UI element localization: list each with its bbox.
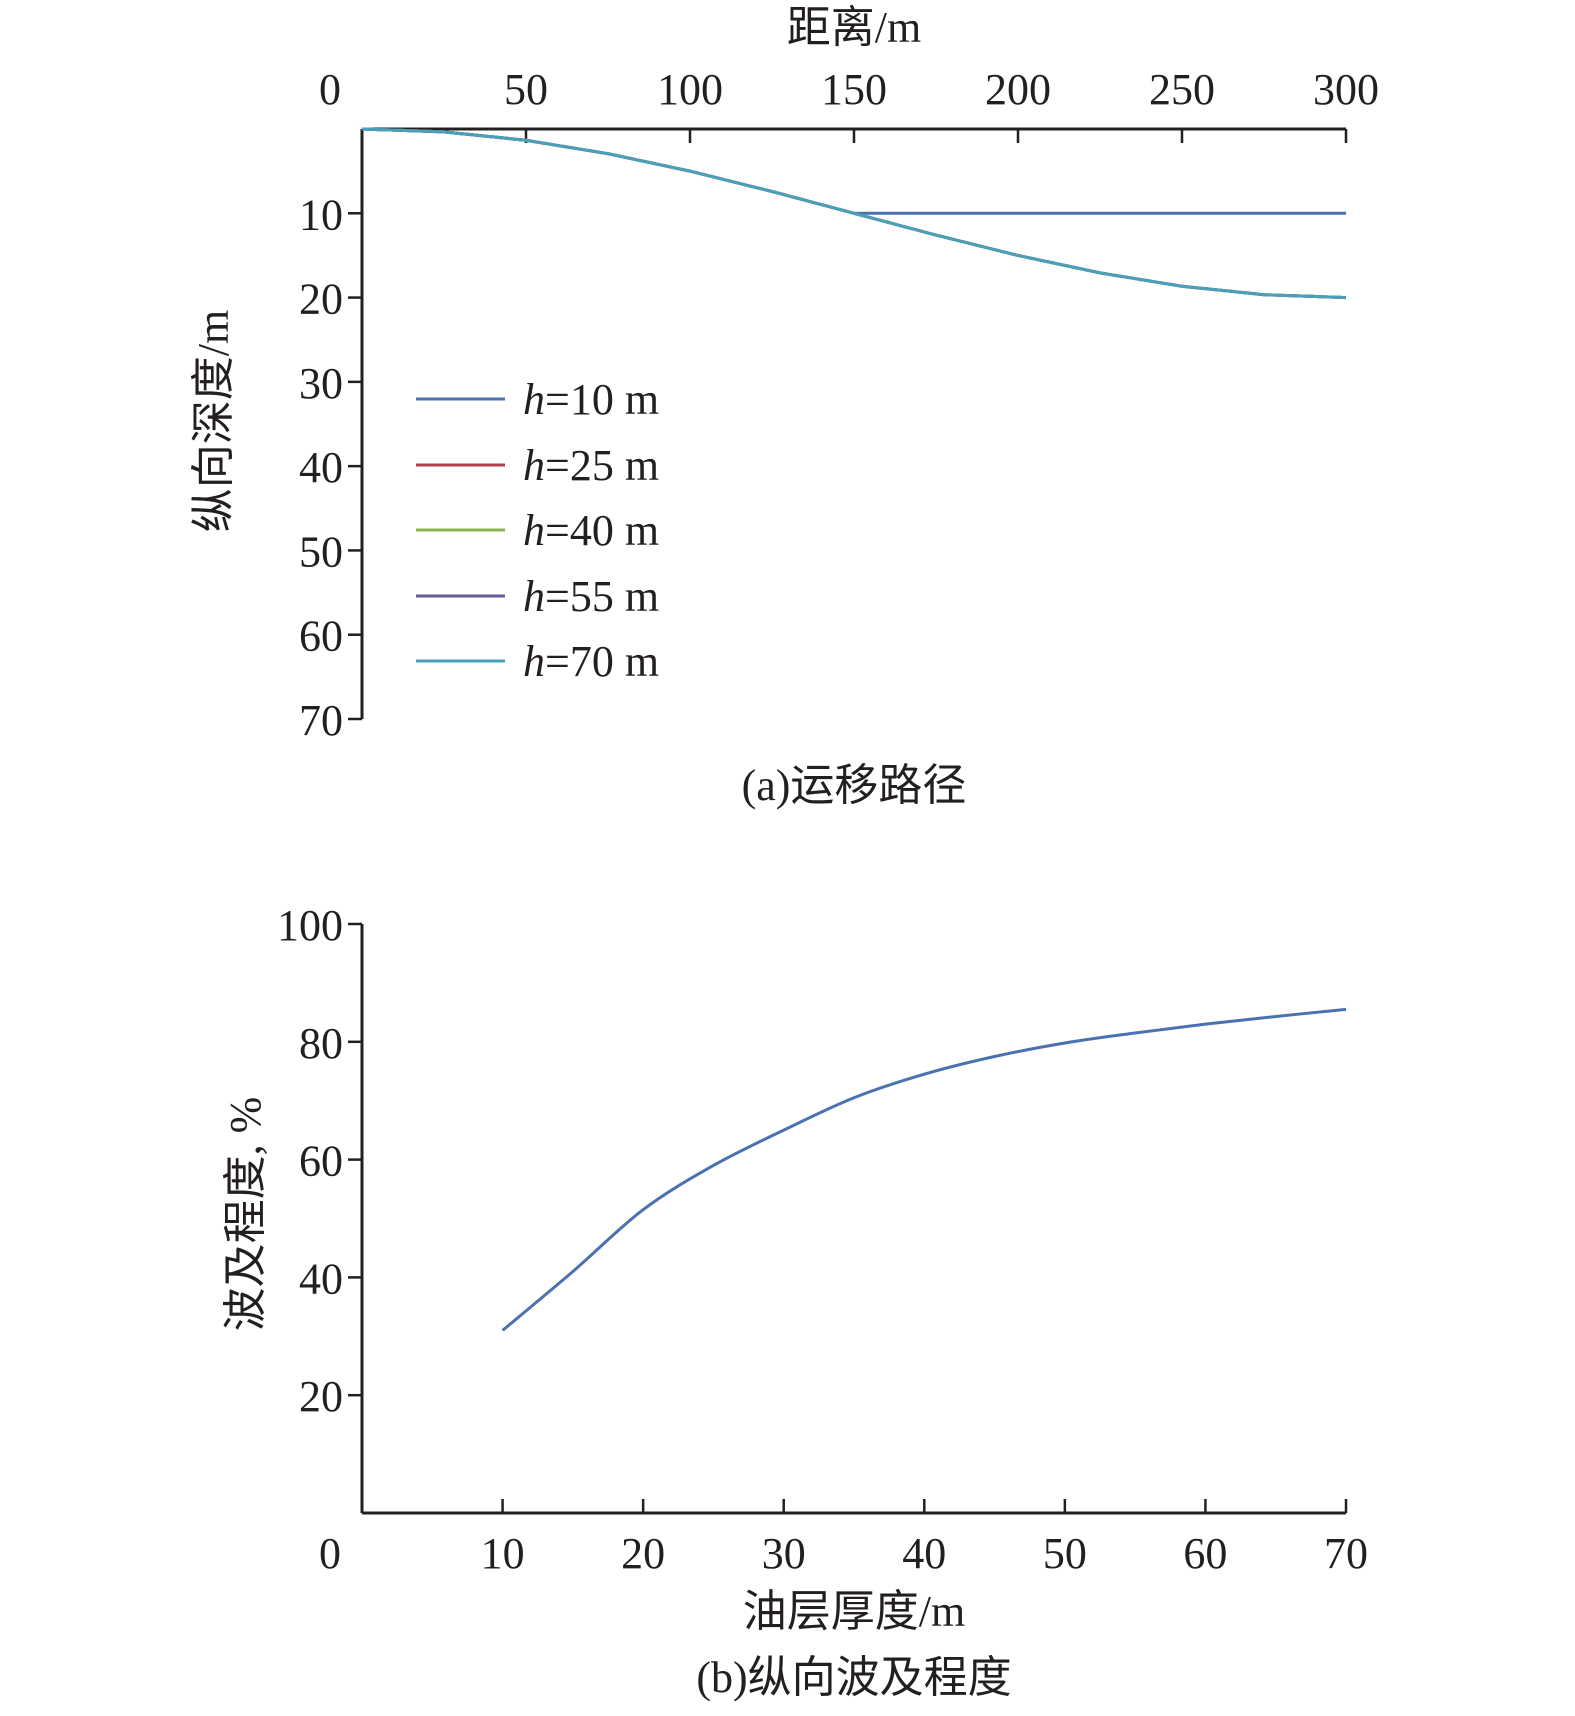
chart-a-x-tick-label: 0 — [319, 65, 341, 114]
chart-a-x-tick-label: 300 — [1313, 65, 1379, 114]
chart-a-migration-path: 距离/m 纵向深度/m (a)运移路径 0 50 100 150 200 250 300 10… — [189, 3, 1379, 810]
chart-a-y-tick-label: 50 — [299, 527, 343, 576]
legend-item: h=10 m — [416, 375, 659, 424]
chart-a-legend: h=10 m h=25 m h=40 m h=55 m h=70 m — [416, 375, 659, 686]
legend-label: h=40 m — [523, 506, 659, 555]
legend-label: h=10 m — [523, 375, 659, 424]
chart-b-x-tick-label: 0 — [319, 1529, 341, 1578]
chart-b-x-tick-label: 20 — [621, 1529, 665, 1578]
chart-b-y-tick-label: 100 — [277, 901, 343, 950]
chart-b-x-tick-label: 10 — [481, 1529, 525, 1578]
chart-a-y-tick-label: 40 — [299, 443, 343, 492]
chart-b-series — [501, 1007, 1347, 1332]
chart-a-x-tick-label: 150 — [821, 65, 887, 114]
legend-label: h=55 m — [523, 572, 659, 621]
chart-b-y-tick-label: 80 — [299, 1019, 343, 1068]
chart-a-caption: (a)运移路径 — [742, 761, 967, 810]
chart-b-sweep-degree: 油层厚度/m 波及程度, % (b)纵向波及程度 0 10 20 30 40 50 60 70… — [221, 901, 1368, 1702]
legend-item: h=55 m — [416, 572, 659, 621]
chart-a-y-tick-label: 70 — [299, 696, 343, 745]
chart-b-ylabel: 波及程度, % — [221, 1097, 270, 1332]
chart-a-axes: 0 50 100 150 200 250 300 10 20 30 40 50 60 70 — [299, 65, 1379, 745]
chart-b-x-tick-label: 60 — [1183, 1529, 1227, 1578]
chart-b-axes: 0 10 20 30 40 50 60 70 20 40 60 80 100 — [277, 901, 1368, 1578]
chart-a-x-tick-label: 50 — [504, 65, 548, 114]
chart-a-series-line-h70m — [361, 127, 1347, 300]
chart-b-y-tick-label: 60 — [299, 1137, 343, 1186]
chart-a-ylabel: 纵向深度/m — [189, 310, 238, 532]
chart-b-xlabel: 油层厚度/m — [743, 1587, 965, 1636]
legend-item: h=70 m — [416, 637, 659, 686]
chart-a-x-tick-label: 200 — [985, 65, 1051, 114]
legend-label: h=25 m — [523, 441, 659, 490]
chart-b-y-tick-label: 20 — [299, 1372, 343, 1421]
legend-item: h=40 m — [416, 506, 659, 555]
chart-a-x-tick-label: 250 — [1149, 65, 1215, 114]
chart-b-x-tick-label: 50 — [1043, 1529, 1087, 1578]
legend-item: h=25 m — [416, 441, 659, 490]
chart-a-y-tick-label: 30 — [299, 359, 343, 408]
chart-a-y-tick-label: 10 — [299, 190, 343, 239]
chart-a-series — [361, 127, 1347, 300]
chart-b-x-tick-label: 30 — [762, 1529, 806, 1578]
chart-a-y-tick-label: 20 — [299, 275, 343, 324]
chart-b-series-line — [501, 1007, 1347, 1332]
chart-b-x-tick-label: 40 — [902, 1529, 946, 1578]
chart-b-caption: (b)纵向波及程度 — [696, 1653, 1011, 1702]
chart-b-y-tick-label: 40 — [299, 1254, 343, 1303]
chart-b-x-tick-label: 70 — [1324, 1529, 1368, 1578]
chart-a-y-tick-label: 60 — [299, 612, 343, 661]
legend-label: h=70 m — [523, 637, 659, 686]
chart-a-x-tick-label: 100 — [657, 65, 723, 114]
chart-a-xlabel: 距离/m — [787, 3, 921, 52]
